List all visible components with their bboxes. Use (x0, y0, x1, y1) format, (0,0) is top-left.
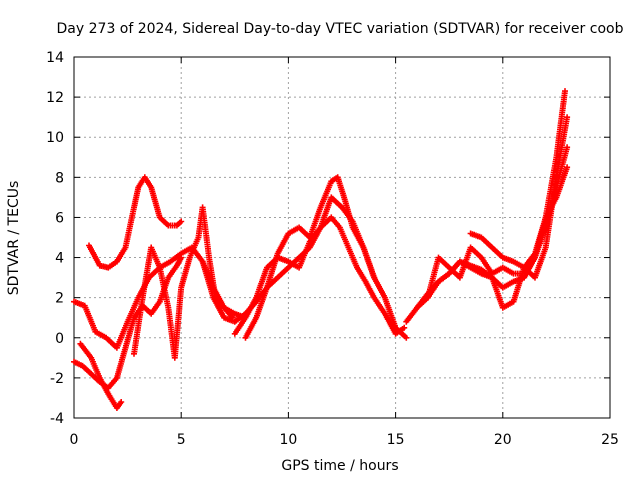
plot-frame (73, 56, 611, 419)
series-track-4 (86, 174, 185, 271)
series-markers (424, 164, 571, 311)
series-track-3 (77, 340, 125, 411)
x-axis-title: GPS time / hours (281, 458, 398, 474)
y-tick-label: 0 (55, 331, 64, 347)
data-series (71, 88, 571, 411)
chart-title: Day 273 of 2024, Sidereal Day-to-day VTE… (57, 21, 624, 37)
series-track-8 (242, 174, 410, 341)
x-tick-label: 20 (494, 432, 512, 448)
series-markers (77, 340, 125, 411)
y-tick-label: 4 (55, 251, 64, 267)
x-tick-label: 10 (279, 432, 297, 448)
series-track-12 (467, 114, 571, 281)
series-markers (86, 174, 185, 271)
series-track-11 (424, 164, 571, 311)
axis-ticks: 0 5 10 15 20 25 -4 -2 0 2 4 6 8 10 12 14 (46, 50, 619, 448)
series-markers (242, 174, 410, 341)
y-tick-label: 10 (46, 130, 64, 146)
y-tick-label: 14 (46, 50, 64, 66)
y-tick-label: 6 (55, 210, 64, 226)
series-markers (467, 114, 571, 281)
x-tick-label: 0 (70, 432, 79, 448)
series-track-5 (131, 204, 236, 361)
y-axis-title: SDTVAR / TECUs (6, 181, 22, 296)
y-tick-label: -2 (50, 371, 64, 387)
x-tick-label: 25 (601, 432, 619, 448)
y-tick-label: -4 (50, 411, 64, 427)
x-tick-label: 5 (177, 432, 186, 448)
x-tick-label: 15 (387, 432, 405, 448)
y-tick-label: 8 (55, 170, 64, 186)
y-tick-label: 12 (46, 90, 64, 106)
series-markers (131, 204, 236, 361)
y-tick-label: 2 (55, 291, 64, 307)
